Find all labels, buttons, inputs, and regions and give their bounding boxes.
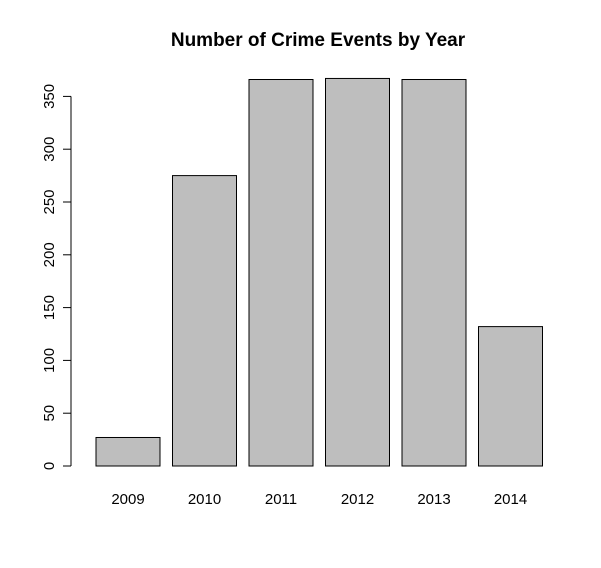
bar-2012: [325, 77, 390, 467]
y-tick-label: 300: [41, 137, 58, 162]
x-tick-label: 2013: [417, 491, 450, 508]
x-tick-label: 2011: [265, 491, 297, 508]
bar-2011: [248, 79, 314, 467]
bars: [95, 77, 543, 467]
y-axis: 0 50 100 150 200 250 300 350: [41, 84, 72, 470]
y-tick-label: 50: [41, 405, 58, 422]
x-tick-label: 2009: [111, 491, 144, 508]
x-tick-label: 2010: [188, 491, 221, 508]
y-tick-label: 100: [41, 348, 58, 373]
x-tick-label: 2014: [494, 491, 527, 508]
bar-2009: [95, 436, 161, 467]
bar-2014: [478, 326, 543, 467]
y-tick-label: 200: [41, 242, 58, 267]
x-axis-labels: 2009 2010 2011 2012 2013 2014: [111, 491, 527, 508]
y-tick-label: 0: [41, 462, 58, 470]
y-tick-label: 250: [41, 189, 58, 214]
bar-2013: [401, 79, 467, 467]
x-tick-label: 2012: [341, 491, 374, 508]
chart-title: Number of Crime Events by Year: [170, 30, 466, 51]
y-tick-label: 150: [41, 295, 58, 320]
bar-2010: [172, 175, 237, 467]
y-tick-label: 350: [41, 84, 58, 109]
